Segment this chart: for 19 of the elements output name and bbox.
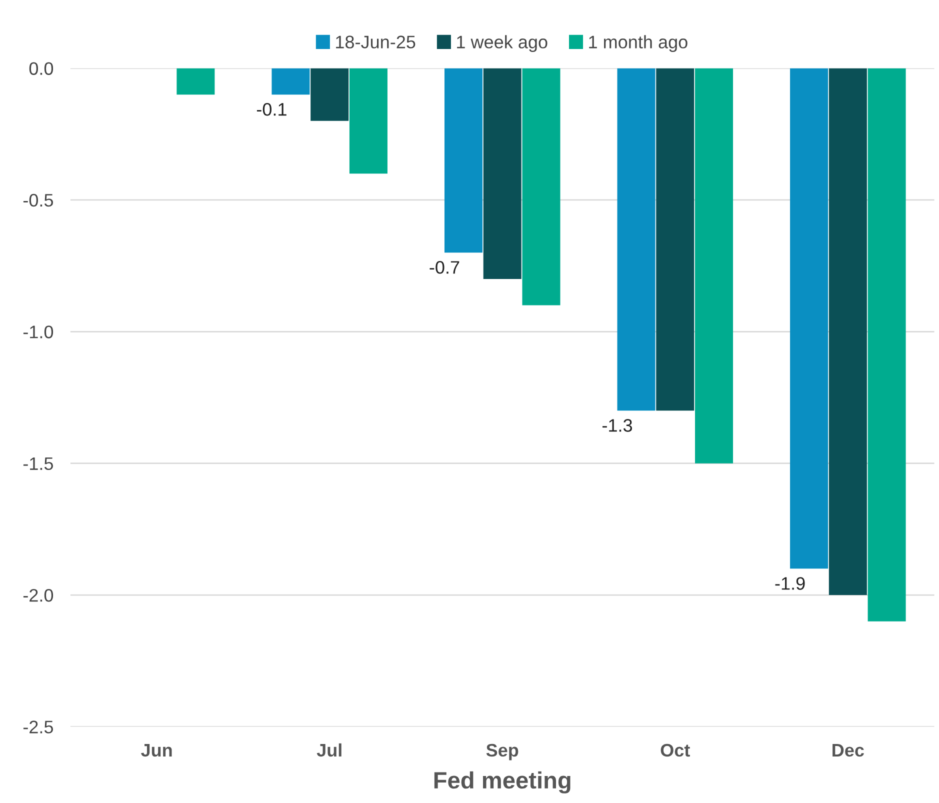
x-tick-label: Jun <box>141 744 172 757</box>
x-axis-title: Fed meeting <box>434 771 570 794</box>
data-label: -0.1 <box>256 102 286 116</box>
legend-label: 1 week ago <box>457 35 548 52</box>
y-tick-label: 0.0 <box>29 62 54 75</box>
y-tick-label: -2.0 <box>23 588 54 602</box>
x-tick-label: Sep <box>486 744 518 760</box>
legend-label: 1 month ago <box>589 35 688 52</box>
data-label: -0.7 <box>430 261 460 274</box>
y-tick-label: -0.5 <box>23 194 54 207</box>
y-tick-label: -2.5 <box>23 720 54 734</box>
data-label: -1.3 <box>602 419 632 432</box>
y-tick-label: -1.0 <box>23 326 54 338</box>
data-label: -1.9 <box>775 577 805 590</box>
x-tick-label: Jul <box>316 743 342 757</box>
y-tick-label: -1.5 <box>23 457 54 470</box>
legend-label: 18-Jun-25 <box>336 36 416 48</box>
x-tick-label: Oct <box>660 744 690 757</box>
x-tick-label: Dec <box>832 744 864 757</box>
